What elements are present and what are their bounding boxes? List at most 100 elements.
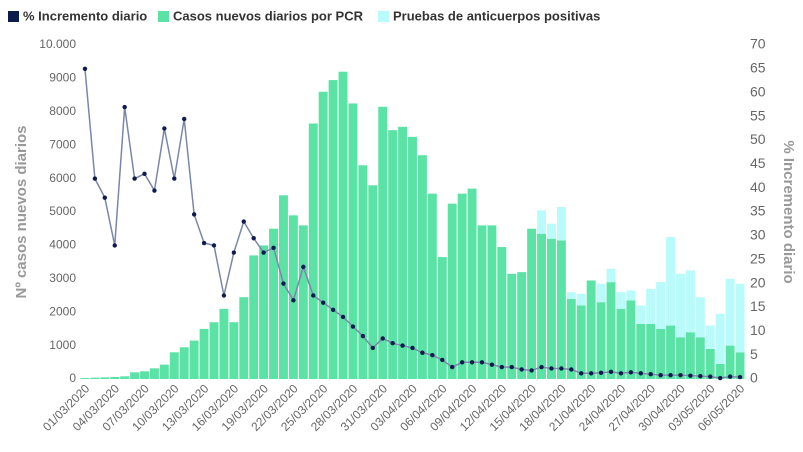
legend-swatch [8, 11, 19, 22]
bar [715, 313, 725, 364]
bar [705, 325, 715, 349]
bar [259, 245, 269, 379]
point [261, 250, 266, 255]
point [251, 236, 256, 241]
bar [249, 255, 259, 379]
bar [636, 305, 646, 324]
point [519, 367, 524, 372]
bar [457, 193, 467, 379]
bar [616, 308, 626, 379]
bar [576, 293, 586, 306]
point [549, 366, 554, 371]
point [172, 176, 177, 181]
y2-tick-label: 50 [750, 131, 766, 147]
bar [159, 364, 169, 379]
point [330, 307, 336, 313]
bar [219, 308, 229, 379]
y-tick-label: 7000 [49, 137, 76, 151]
point [410, 345, 415, 351]
point [311, 293, 316, 298]
bar [298, 225, 308, 379]
bar [695, 337, 705, 379]
bar [695, 297, 705, 338]
bar [735, 352, 745, 379]
bar [546, 238, 556, 379]
point [102, 195, 108, 200]
bar [398, 126, 408, 379]
bar [149, 368, 159, 379]
point [727, 374, 733, 379]
bar [269, 228, 279, 379]
bar [110, 376, 120, 379]
bar [229, 322, 239, 379]
point [479, 360, 485, 365]
bar [596, 302, 606, 379]
point [271, 245, 276, 250]
point [350, 324, 356, 329]
bar [477, 225, 487, 379]
point [539, 364, 544, 370]
point [459, 360, 465, 365]
point [469, 360, 475, 365]
bar [318, 91, 328, 379]
point [320, 300, 326, 305]
point [82, 66, 88, 72]
point [489, 362, 495, 367]
bar [685, 270, 695, 333]
y2-tick-label: 25 [750, 250, 766, 266]
point [182, 116, 187, 122]
bar [427, 193, 437, 379]
bar [626, 290, 636, 301]
bar [239, 297, 249, 379]
bar [169, 352, 179, 379]
bar [447, 203, 457, 379]
y2-tick-label: 55 [750, 107, 766, 123]
bar [715, 363, 725, 379]
bar [586, 280, 596, 379]
y2-tick-label: 0 [750, 370, 758, 386]
point [360, 333, 366, 339]
point [440, 357, 445, 363]
point [142, 171, 147, 177]
bar [616, 292, 626, 309]
bar [100, 377, 110, 379]
y2-tick-label: 35 [750, 203, 766, 219]
point [122, 104, 127, 110]
point [608, 369, 614, 375]
bar [646, 288, 656, 324]
y-tick-label: 9000 [49, 71, 76, 85]
bar [497, 247, 507, 379]
point [291, 298, 296, 303]
bar [209, 322, 219, 379]
point [420, 350, 425, 355]
point [509, 364, 514, 370]
bar [656, 282, 666, 329]
y2-tick-label: 60 [750, 83, 766, 99]
bar [606, 282, 616, 379]
y2-tick-label: 10 [750, 322, 766, 338]
y-tick-label: 6000 [49, 171, 76, 185]
point [688, 373, 693, 378]
point [708, 374, 713, 379]
bar [308, 123, 318, 380]
point [668, 372, 673, 378]
legend-label: Casos nuevos diarios por PCR [173, 8, 364, 23]
point [241, 219, 246, 224]
point [152, 188, 157, 193]
point [112, 243, 117, 248]
point [430, 352, 435, 358]
legend-label: % Incremento diario [23, 8, 147, 23]
point [201, 240, 207, 246]
bar [348, 103, 358, 379]
y-tick-label: 8000 [49, 104, 76, 118]
bar [576, 305, 586, 379]
point [221, 293, 227, 298]
legend-swatch [158, 11, 169, 22]
bar [328, 80, 338, 379]
bar [388, 130, 398, 379]
point [717, 375, 723, 381]
point [301, 264, 306, 270]
point [638, 371, 643, 376]
point [678, 372, 683, 378]
